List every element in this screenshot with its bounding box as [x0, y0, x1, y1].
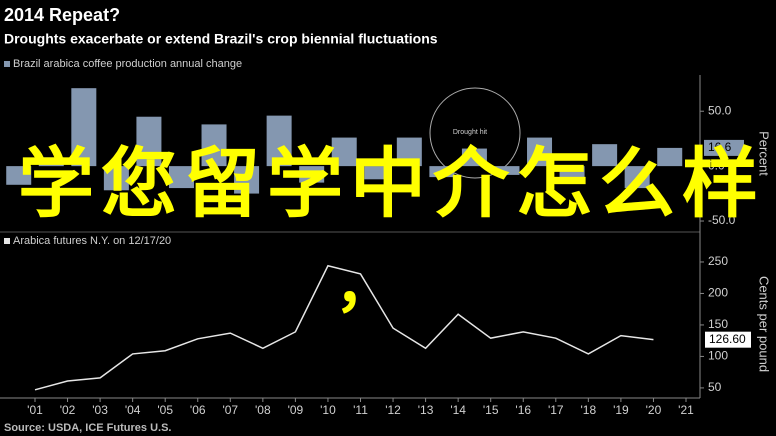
legend-swatch: [4, 61, 10, 67]
bar: [657, 147, 683, 167]
bar: [396, 137, 422, 167]
x-tick-label: '13: [418, 403, 434, 417]
bar: [429, 166, 455, 178]
x-tick-label: '21: [678, 403, 694, 417]
x-tick-label: '18: [581, 403, 597, 417]
value-label-box: [704, 139, 744, 156]
x-tick-label: '04: [125, 403, 141, 417]
y-tick-label: 50: [708, 380, 722, 394]
bar: [331, 137, 357, 167]
x-tick-label: '03: [92, 403, 108, 417]
title: 2014 Repeat?: [4, 5, 120, 25]
overlay-text: 学您留学中介怎么样: [18, 142, 758, 227]
y-tick-label: 100: [708, 349, 728, 363]
x-tick-label: '05: [157, 403, 173, 417]
y-tick-label: 50.0: [708, 103, 732, 117]
bar: [592, 144, 618, 167]
y-tick-label: 250: [708, 254, 728, 268]
x-tick-label: '01: [27, 403, 43, 417]
x-tick-label: '02: [60, 403, 76, 417]
x-tick-label: '20: [646, 403, 662, 417]
y-tick-label: 150: [708, 317, 728, 331]
bar: [234, 166, 260, 194]
x-tick-label: '19: [613, 403, 629, 417]
x-tick-label: '09: [288, 403, 304, 417]
y-tick-label: 200: [708, 286, 728, 300]
bar: [559, 166, 585, 183]
x-tick-label: '10: [320, 403, 336, 417]
bar: [494, 166, 520, 175]
legend-label: Brazil arabica coffee production annual …: [13, 58, 242, 70]
x-tick-label: '07: [222, 403, 238, 417]
value-label-box: [705, 331, 751, 348]
bar: [6, 166, 32, 185]
x-tick-label: '17: [548, 403, 564, 417]
y-axis-title: Percent: [757, 131, 772, 176]
value-label: 126.60: [709, 332, 746, 346]
value-label: 16.6: [708, 140, 732, 154]
bar: [364, 166, 390, 180]
line: [34, 264, 654, 391]
bar: [168, 166, 194, 189]
legend-swatch: [4, 238, 10, 244]
x-tick-label: '06: [190, 403, 206, 417]
annotation: Drought hit: [453, 129, 487, 136]
annotation-circle: [429, 87, 521, 179]
x-tick-label: '15: [483, 403, 499, 417]
bar: [136, 116, 162, 167]
x-tick-label: '14: [450, 403, 466, 417]
bar: [103, 166, 129, 191]
x-tick-label: '11: [353, 403, 368, 417]
legend-label: Arabica futures N.Y. on 12/17/20: [13, 235, 171, 247]
bar: [266, 115, 292, 167]
source: Source: USDA, ICE Futures U.S.: [4, 422, 171, 434]
x-tick-label: '08: [255, 403, 271, 417]
bar: [461, 148, 487, 167]
bar: [71, 88, 97, 167]
x-tick-label: '12: [385, 403, 401, 417]
subtitle: Droughts exacerbate or extend Brazil's c…: [4, 31, 438, 47]
bar: [201, 124, 227, 167]
overlay-mark: ，: [335, 252, 395, 319]
y-tick-label: 0.0: [708, 158, 725, 172]
y-axis-title: Cents per pound: [757, 276, 772, 372]
bar: [624, 166, 650, 189]
bar: [299, 166, 325, 183]
x-tick-label: '16: [515, 403, 531, 417]
plots: -50.0 0.0 50.0 Percent Brazil arabica coffee…: [4, 58, 772, 417]
bar: [38, 157, 64, 167]
y-tick-label: -50.0: [708, 213, 736, 227]
bar: [527, 137, 553, 167]
